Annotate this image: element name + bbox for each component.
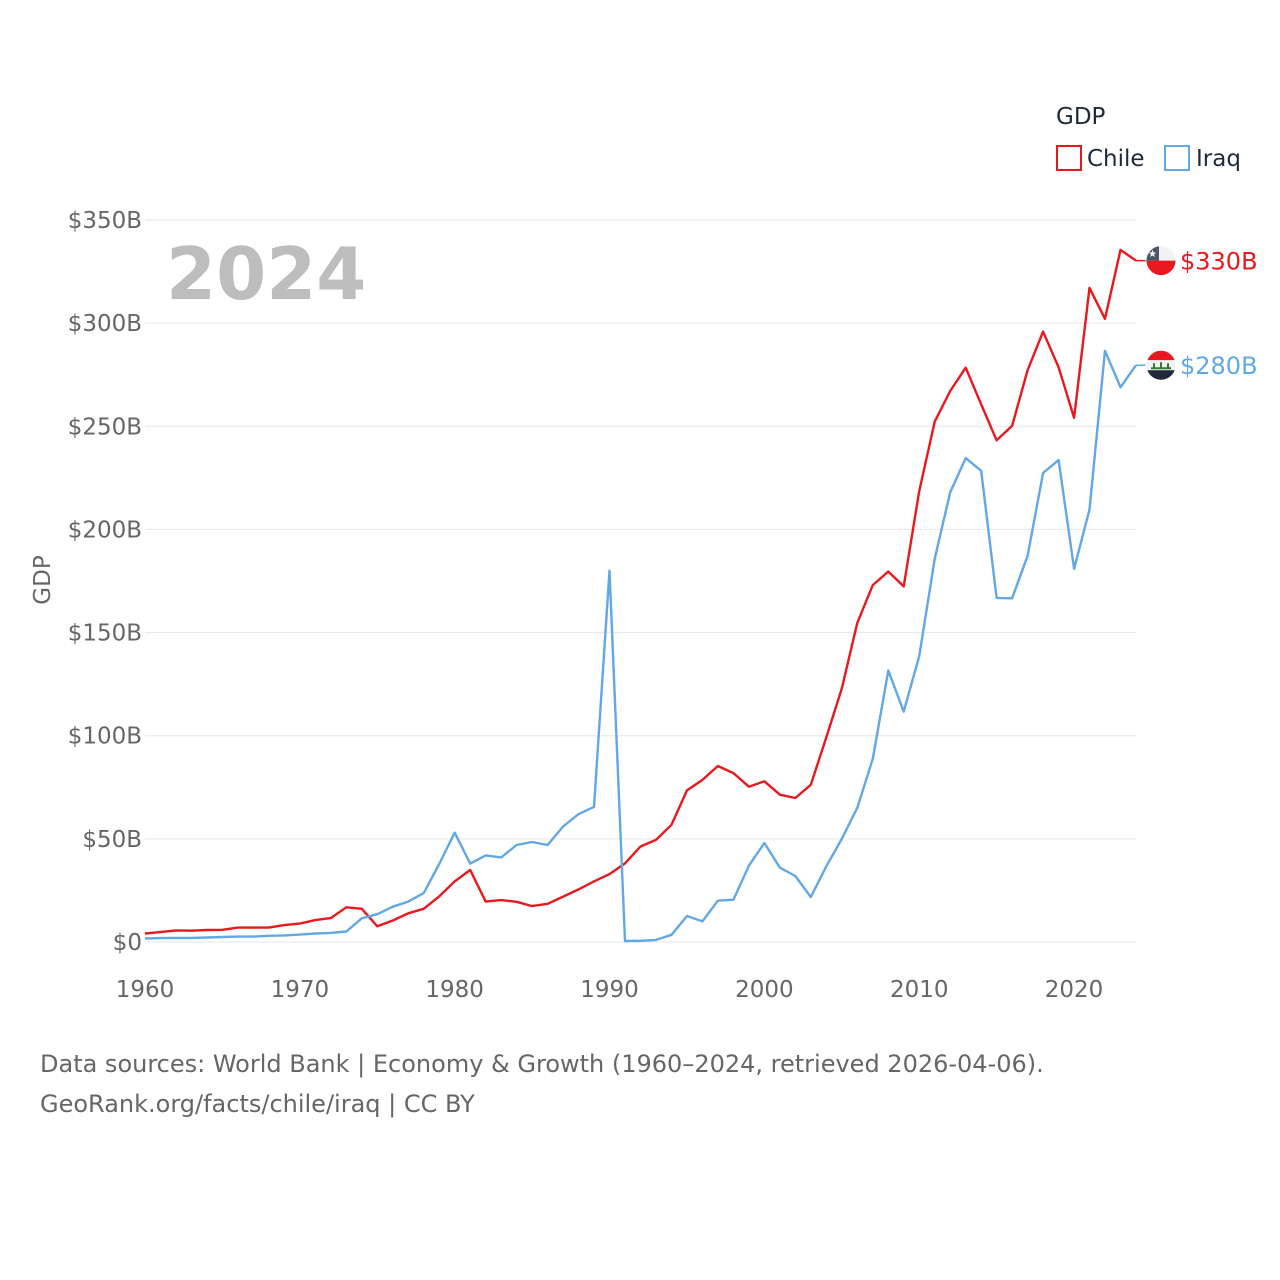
x-tick-label: 2020 <box>1045 977 1104 1003</box>
end-value-label-iraq: $280B <box>1180 352 1258 380</box>
y-axis-ticks: $0 $50B $100B $150B $200B $250B $300B $350B <box>68 208 142 956</box>
legend-label-chile: Chile <box>1087 146 1145 172</box>
y-tick-label: $50B <box>82 827 142 853</box>
legend-item-chile[interactable]: Chile <box>1056 145 1145 172</box>
legend-title: GDP <box>1056 104 1106 130</box>
year-label: 2024 <box>166 232 366 316</box>
y-tick-label: $0 <box>113 930 142 956</box>
legend[interactable]: GDP Chile Iraq <box>1056 104 1241 172</box>
footer: Data sources: World Bank | Economy & Gro… <box>40 1044 1044 1124</box>
legend-swatch-chile <box>1056 145 1082 171</box>
legend-item-iraq[interactable]: Iraq <box>1164 145 1241 172</box>
series-line-iraq <box>144 349 1137 943</box>
x-tick-label: 1990 <box>580 977 639 1003</box>
credit-text: GeoRank.org/facts/chile/iraq | CC BY <box>40 1090 475 1118</box>
end-value-label-chile: $330B <box>1180 248 1258 276</box>
iraq-flag-icon <box>1145 349 1177 381</box>
x-tick-label: 1960 <box>116 977 175 1003</box>
y-tick-label: $100B <box>68 724 142 750</box>
x-axis-ticks: 1960 1970 1980 1990 2000 2010 2020 <box>116 977 1104 1003</box>
x-tick-label: 1980 <box>425 977 484 1003</box>
y-tick-label: $200B <box>68 517 142 543</box>
legend-label-iraq: Iraq <box>1196 146 1241 172</box>
x-tick-label: 1970 <box>271 977 330 1003</box>
svg-text:★: ★ <box>1148 249 1157 260</box>
x-tick-label: 2010 <box>890 977 949 1003</box>
legend-swatch-iraq <box>1164 145 1190 171</box>
y-tick-label: $150B <box>68 621 142 647</box>
chile-flag-icon: ★ <box>1145 245 1177 277</box>
y-axis-title: GDP <box>30 555 56 605</box>
gdp-line-chart: $0 $50B $100B $150B $200B $250B $300B $350B 196… <box>30 104 1258 1003</box>
end-markers: ★ $330B $280B <box>1136 245 1258 381</box>
gridlines <box>145 219 1136 943</box>
y-tick-label: $350B <box>68 208 142 234</box>
x-tick-label: 2000 <box>735 977 794 1003</box>
series-lines <box>144 248 1137 943</box>
y-tick-label: $300B <box>68 311 142 337</box>
series-line-chile <box>144 248 1137 935</box>
y-tick-label: $250B <box>68 414 142 440</box>
data-sources-text: Data sources: World Bank | Economy & Gro… <box>40 1050 1044 1078</box>
